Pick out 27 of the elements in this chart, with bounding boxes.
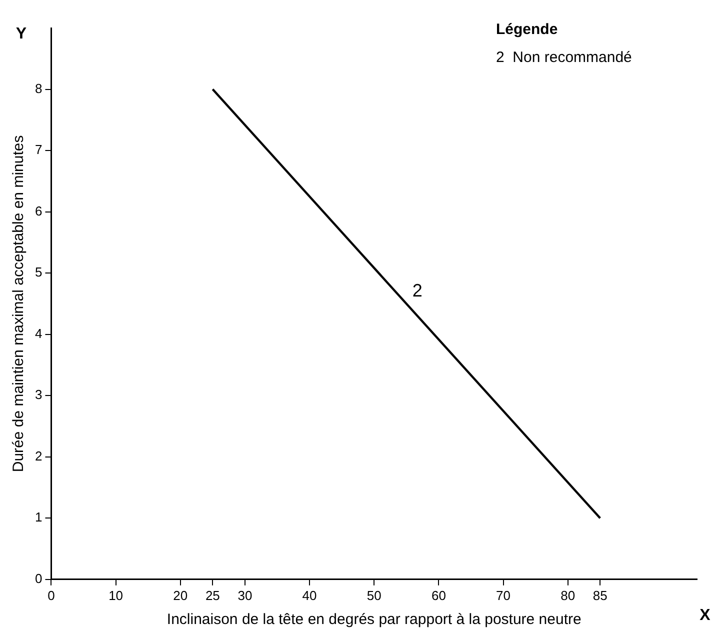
x-tick-label: 30 — [238, 588, 252, 603]
x-tick-label: 85 — [592, 588, 608, 603]
y-tick-label: 3 — [34, 387, 42, 402]
x-axis-title: Inclinaison de la tête en degrés par rapport à la posture neutre — [166, 611, 582, 628]
x-tick-label: 20 — [173, 588, 188, 603]
y-tick-label: 8 — [34, 80, 42, 96]
y-tick-label: 2 — [34, 448, 42, 464]
x-tick-label: 60 — [431, 588, 446, 603]
y-axis-title: Durée de maintien maximal acceptable en minutes — [10, 135, 28, 472]
x-tick-label: 40 — [302, 588, 317, 603]
text: Y — [16, 25, 27, 42]
y-tick-label: 5 — [34, 264, 42, 280]
annotation: 2 Non recommandé — [496, 49, 632, 66]
x-tick-label: 0 — [48, 588, 55, 603]
x-tick-label: 50 — [366, 588, 382, 603]
y-tick-label: 4 — [34, 326, 42, 341]
y-tick-label: 7 — [34, 142, 42, 158]
y-tick-label: 0 — [34, 570, 42, 586]
x-tick-label: 25 — [205, 588, 220, 603]
y-tick-label: 6 — [34, 203, 42, 218]
x-tick-label: 70 — [496, 588, 511, 603]
annotation: Légende — [496, 21, 558, 38]
series-label: 2 — [412, 280, 422, 301]
y-tick-label: 1 — [34, 510, 42, 525]
x-tick-label: 80 — [560, 588, 576, 603]
x-tick-label: 10 — [108, 588, 124, 603]
text: X — [700, 606, 711, 624]
